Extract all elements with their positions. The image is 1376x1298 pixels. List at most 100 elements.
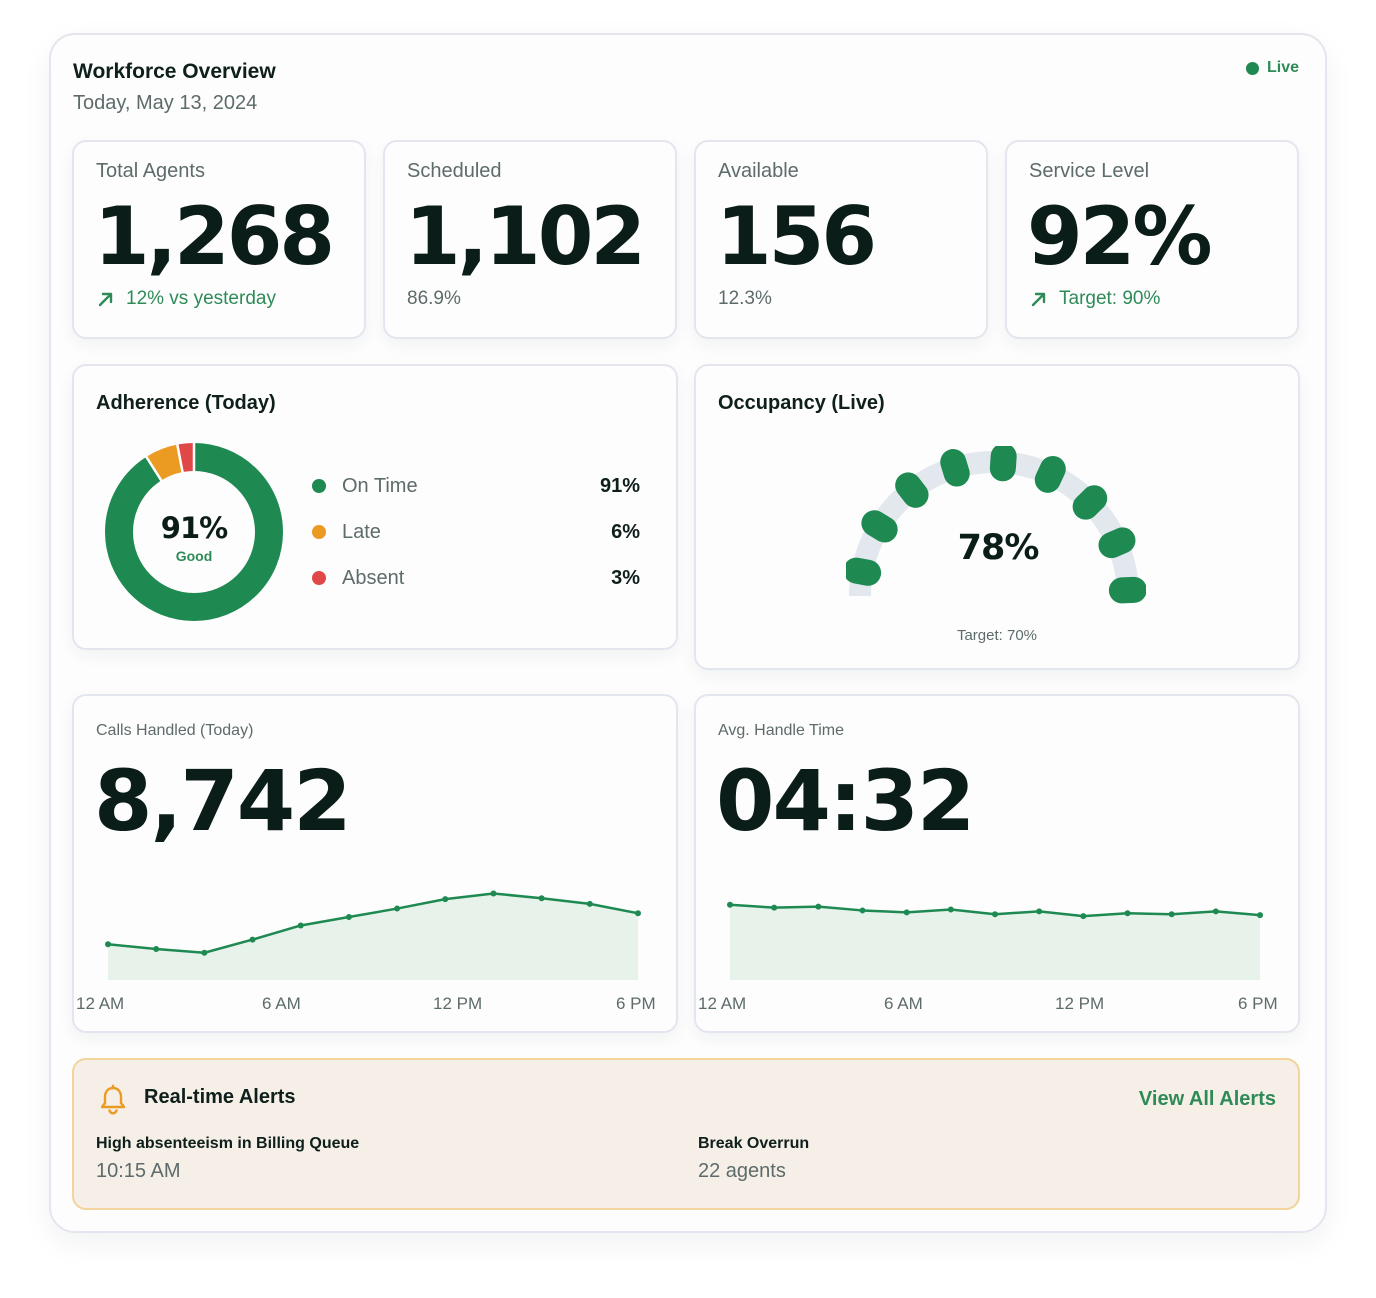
chart-data-point (992, 911, 998, 918)
live-dot-icon (1246, 61, 1259, 75)
legend-item-on-time: On Time 91% (312, 474, 640, 498)
axis-label-12pm: 12 PM (433, 994, 483, 1013)
chart-data-point (394, 905, 401, 912)
legend-dot-absent (312, 571, 326, 585)
legend-dot-on-time (312, 479, 326, 493)
donut-separator (144, 455, 163, 483)
chart-data-point (771, 904, 778, 911)
legend-label: Absent (342, 566, 405, 589)
gauge-segment (1108, 576, 1146, 604)
adherence-donut-chart: 91% Good (105, 442, 283, 621)
chart-data-point (1036, 908, 1043, 915)
calls-label: Calls Handled (Today) (96, 722, 254, 739)
gauge-segment (989, 446, 1017, 482)
stat-value: 1,268 (94, 190, 335, 283)
legend-value: 3% (611, 566, 640, 589)
chart-data-point (345, 914, 352, 921)
chart-data-point (903, 909, 910, 916)
bell-icon (100, 1084, 126, 1115)
occupancy-title: Occupancy (Live) (718, 392, 885, 414)
stat-sub: 12.3% (718, 288, 772, 309)
stat-value: 92% (1027, 190, 1212, 283)
alert-item-title[interactable]: Break Overrun (698, 1135, 810, 1152)
alert-item-time: 10:15 AM (96, 1160, 181, 1182)
chart-data-point (490, 890, 497, 897)
axis-label-12pm: 12 PM (1055, 994, 1105, 1013)
chart-data-point (815, 903, 822, 910)
chart-data-point (1257, 912, 1263, 919)
chart-data-point (586, 900, 593, 907)
axis-label-6am: 6 AM (884, 994, 923, 1013)
aht-value: 04:32 (716, 752, 975, 850)
adherence-title: Adherence (Today) (96, 392, 276, 414)
adherence-card[interactable]: Adherence (Today) 91% Good On Time 91% L… (72, 364, 678, 650)
chart-data-point (1124, 910, 1131, 917)
arrow-up-right-icon (98, 292, 113, 307)
legend-value: 6% (611, 520, 640, 543)
chart-series-line (107, 892, 639, 954)
gauge-segment (940, 449, 970, 487)
chart-data-point (105, 941, 111, 948)
gauge-target: Target: 70% (956, 627, 1038, 644)
page-date: Today, May 13, 2024 (73, 92, 258, 114)
aht-area-chart (727, 901, 1263, 980)
calls-area-chart (105, 890, 641, 980)
chart-area-fill (108, 893, 638, 980)
stat-card-available[interactable]: Available 156 12.3% (694, 140, 988, 339)
stat-trend-text: 12% vs yesterday (126, 288, 276, 309)
stat-card-total-agents[interactable]: Total Agents 1,268 12% vs yesterday (72, 140, 366, 339)
stat-label: Total Agents (96, 160, 205, 182)
chart-data-point (153, 945, 160, 952)
legend-item-absent: Absent 3% (312, 566, 640, 590)
realtime-alerts-panel: Real-time Alerts View All Alerts High ab… (72, 1058, 1300, 1210)
chart-data-point (297, 922, 304, 929)
gauge-segment (846, 557, 882, 586)
live-indicator: Live (1246, 59, 1299, 77)
donut-center-label: Good (176, 548, 213, 564)
legend-item-late: Late 6% (312, 520, 640, 544)
stat-trend: 12% vs yesterday (96, 288, 276, 310)
chart-data-point (947, 906, 954, 913)
donut-center-value: 91% (161, 511, 228, 545)
stat-trend: Target: 90% (1029, 288, 1160, 310)
chart-data-point (859, 907, 866, 914)
arrow-up-right-icon (1031, 292, 1046, 307)
stat-sub: 86.9% (407, 288, 461, 309)
gauge-value: 78% (958, 528, 1039, 568)
chart-data-point (249, 936, 256, 943)
gauge-segment (1072, 485, 1108, 520)
axis-label-6pm: 6 PM (616, 994, 656, 1013)
alert-item-title[interactable]: High absenteeism in Billing Queue (96, 1135, 360, 1152)
gauge-segment (895, 472, 929, 508)
alerts-title: Real-time Alerts (144, 1086, 296, 1108)
donut-separator (175, 443, 184, 474)
view-all-alerts-link[interactable]: View All Alerts (1138, 1088, 1276, 1110)
stat-trend-text: Target: 90% (1059, 288, 1161, 309)
page-title: Workforce Overview (73, 60, 276, 83)
avg-handle-time-card[interactable]: Avg. Handle Time 04:32 12 AM 6 AM 12 PM … (694, 694, 1300, 1033)
chart-data-point (1212, 908, 1219, 915)
calls-handled-card[interactable]: Calls Handled (Today) 8,742 12 AM 6 AM 1… (72, 694, 678, 1033)
axis-label-6am: 6 AM (262, 994, 301, 1013)
chart-data-point (442, 896, 449, 903)
chart-data-point (1080, 913, 1087, 920)
live-label: Live (1267, 59, 1300, 76)
chart-data-point (538, 895, 545, 902)
legend-dot-late (312, 525, 326, 539)
alert-item-meta: 22 agents (698, 1160, 786, 1182)
stat-card-scheduled[interactable]: Scheduled 1,102 86.9% (383, 140, 677, 339)
calls-value: 8,742 (94, 752, 352, 850)
stat-value: 156 (716, 190, 877, 283)
stat-label: Service Level (1029, 160, 1150, 182)
legend-value: 91% (599, 474, 640, 497)
occupancy-gauge: 78% (846, 446, 1146, 604)
gauge-segment (1098, 527, 1136, 559)
stat-label: Scheduled (407, 160, 502, 182)
gauge-segment (861, 510, 898, 543)
chart-data-point (635, 910, 641, 917)
chart-area-fill (730, 904, 1260, 980)
occupancy-card[interactable]: Occupancy (Live) 78% Target: 70% (694, 364, 1300, 670)
aht-label: Avg. Handle Time (718, 722, 844, 739)
stat-card-service-level[interactable]: Service Level 92% Target: 90% (1005, 140, 1299, 339)
gauge-segment (1034, 455, 1066, 493)
